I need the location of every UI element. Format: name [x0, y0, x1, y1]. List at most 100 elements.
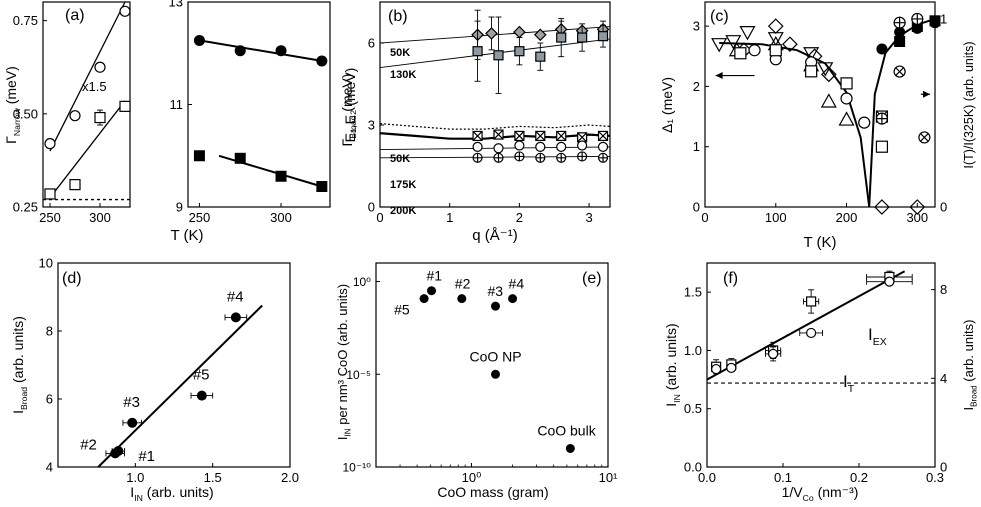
marker-shape [875, 140, 889, 153]
data-point [234, 152, 246, 164]
data-point [493, 50, 504, 61]
y-tick-label: 0.75 [13, 13, 38, 28]
x-tick-label: 3 [585, 210, 592, 225]
data-point [69, 110, 81, 122]
data-point [119, 100, 131, 112]
marker-cross [894, 17, 906, 29]
marker-cross [535, 153, 545, 163]
marker-cross [911, 13, 923, 25]
y-tick-label: 11 [170, 97, 184, 112]
data-point [419, 294, 429, 304]
data-point [577, 32, 588, 43]
annotation: x1.5 [82, 79, 107, 94]
y-tick-label: 6 [46, 392, 53, 407]
marker-shape [119, 100, 131, 112]
marker-shape [805, 65, 818, 78]
axes-frame [704, 1, 936, 208]
data-point [840, 92, 853, 105]
marker-shape [597, 31, 609, 42]
data-point [119, 5, 131, 17]
marker-cross [577, 151, 587, 161]
marker-shape [472, 141, 483, 152]
marker-shape [597, 141, 609, 152]
data-point [894, 35, 906, 47]
marker-shape [275, 170, 287, 182]
data-point [876, 43, 888, 55]
data-point [193, 34, 205, 46]
x-axis-label: T (K) [170, 227, 203, 244]
marker-cross [895, 67, 904, 76]
x-axis-label: T (K) [803, 234, 836, 251]
marker-shape [840, 77, 853, 90]
marker-shape [490, 301, 500, 311]
x-tick-label: 0 [376, 210, 383, 225]
data-point [490, 301, 500, 311]
data-point [918, 131, 931, 144]
data-point [316, 181, 328, 192]
marker-shape [782, 36, 798, 53]
x-tick-label: 200 [836, 210, 858, 225]
marker-shape [508, 294, 518, 304]
y-axis-label: IIN (arb. units) [663, 323, 682, 406]
data-point [597, 31, 609, 42]
y-axis-label: ΓNarrow (meV) [3, 66, 22, 144]
marker-shape [127, 417, 138, 428]
data-point [929, 15, 941, 27]
marker-shape [565, 443, 575, 453]
x-axis-label: IIN (arb. units) [130, 484, 213, 503]
y-tick-label: 10⁻⁵ [346, 368, 371, 382]
y-tick-label: 1.5 [684, 285, 702, 300]
x-tick-label: 250 [39, 210, 61, 225]
y-tick-label-right: 4 [940, 371, 947, 386]
marker-cross [556, 131, 567, 141]
data-point [535, 51, 546, 62]
series-label: 50K [390, 47, 410, 59]
point-label: #2 [80, 436, 97, 453]
marker-shape [514, 46, 525, 57]
marker-shape [909, 199, 926, 215]
y-tick-label: 6 [368, 36, 375, 51]
data-point [817, 62, 834, 77]
data-point [556, 32, 567, 43]
point-label: #1 [427, 268, 443, 284]
marker-shape [894, 26, 906, 38]
axes-frame [42, 1, 131, 208]
data-point [820, 66, 837, 83]
data-point [577, 140, 588, 151]
data-point [840, 77, 853, 90]
x-tick-label: 0.2 [850, 470, 868, 485]
x-tick-label: 300 [89, 210, 111, 225]
data-point [472, 152, 483, 163]
panel-e: 10⁰ 10¹ 10⁰ 10⁻⁵ 10⁻¹⁰ #5 #1 #2 #3 #4 CoO NP CoO bu… [335, 262, 618, 500]
marker-shape [234, 45, 246, 57]
marker-shape [514, 140, 525, 151]
y-tick-label: 9 [176, 200, 183, 215]
data-point [110, 448, 121, 459]
data-point [44, 188, 56, 200]
data-point [739, 26, 756, 41]
x-tick-label: 10⁰ [462, 470, 482, 485]
y-axis-label: Δ₁ (meV) [659, 77, 675, 133]
marker-shape [119, 5, 131, 17]
y-axis-label-right: IBroad (arb. units) [961, 320, 979, 411]
y-tick-label-right: 0 [940, 200, 947, 215]
axes-frame [375, 262, 609, 468]
model-line [379, 123, 611, 130]
marker-shape [94, 111, 106, 124]
marker-shape [69, 179, 81, 191]
data-point [472, 130, 483, 142]
data-point [805, 65, 818, 78]
marker-shape [577, 32, 588, 43]
marker-shape [490, 369, 500, 379]
marker-cross [598, 131, 608, 141]
marker-shape [513, 25, 526, 39]
marker-shape [556, 32, 567, 43]
x-tick-label: 0.3 [926, 470, 944, 485]
marker-shape [316, 181, 328, 192]
marker-shape [820, 93, 837, 108]
data-point [493, 129, 504, 140]
marker-cross [472, 131, 483, 141]
marker-shape [193, 150, 205, 162]
point-label: #4 [509, 276, 525, 292]
fit-line [97, 304, 263, 468]
